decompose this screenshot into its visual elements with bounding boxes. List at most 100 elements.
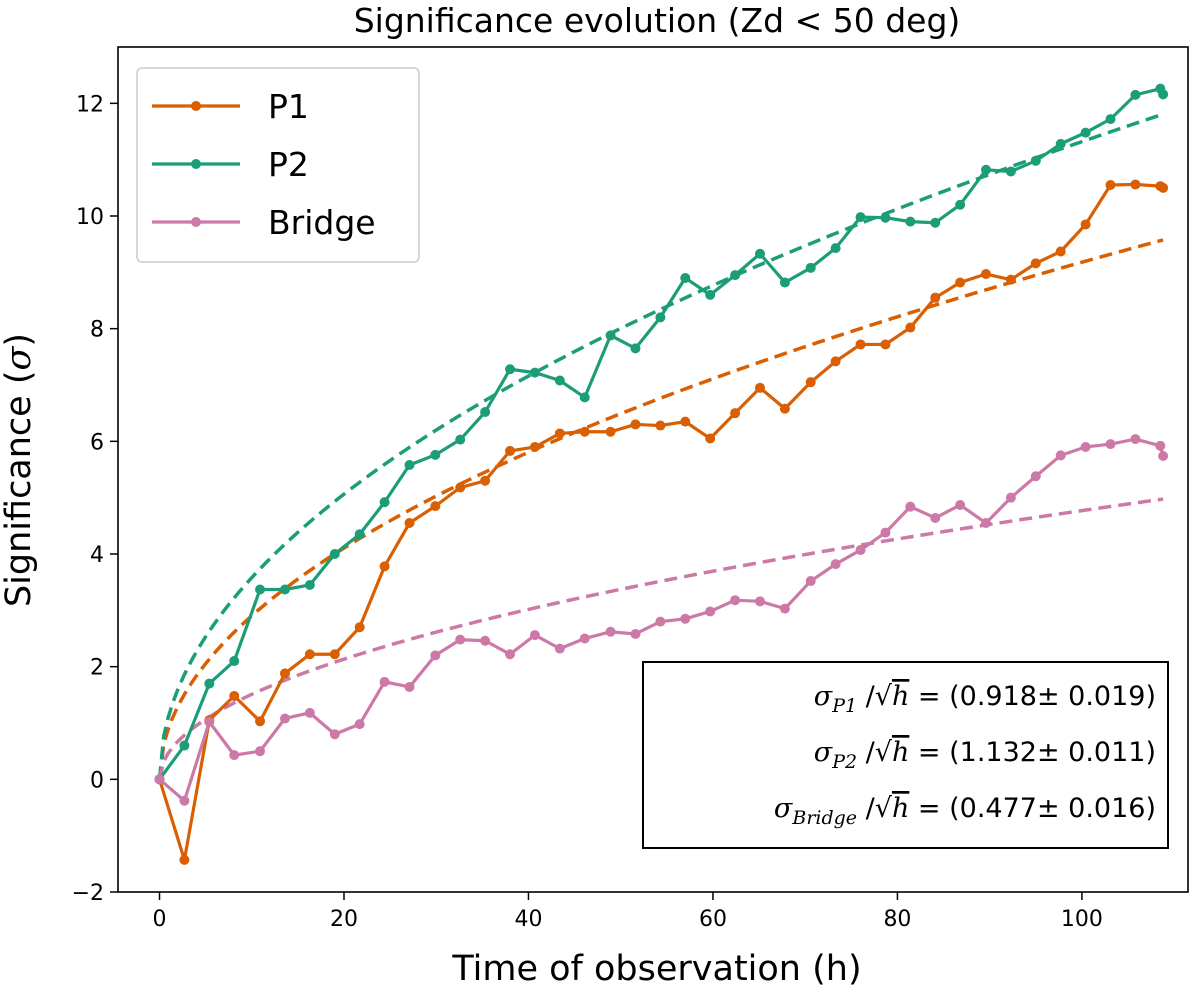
data-point-p1 bbox=[554, 428, 565, 439]
data-point-p2 bbox=[1158, 89, 1169, 100]
y-tick-label: 6 bbox=[90, 430, 104, 455]
data-point-p1 bbox=[680, 416, 691, 427]
data-point-p2 bbox=[404, 459, 415, 470]
data-point-p2 bbox=[455, 434, 466, 445]
legend-marker bbox=[191, 217, 201, 227]
data-point-p1 bbox=[1105, 180, 1116, 191]
data-point-p2 bbox=[329, 549, 340, 559]
data-point-bridge bbox=[279, 713, 290, 724]
fit-stats-box: σP1 /√h = (0.918± 0.019) σP2 /√h = (1.132… bbox=[642, 661, 1169, 849]
data-point-p2 bbox=[830, 243, 841, 254]
data-point-bridge bbox=[655, 616, 666, 627]
data-point-p1 bbox=[930, 292, 941, 303]
data-point-p2 bbox=[980, 164, 991, 175]
data-point-bridge bbox=[204, 716, 215, 727]
data-point-bridge bbox=[529, 630, 540, 641]
data-point-bridge bbox=[805, 576, 816, 587]
y-tick-label: 4 bbox=[90, 543, 104, 568]
data-point-p1 bbox=[705, 433, 716, 444]
data-point-bridge bbox=[905, 501, 916, 512]
x-axis-label: Time of observation (h) bbox=[451, 949, 861, 989]
data-point-p2 bbox=[204, 678, 215, 689]
legend-box bbox=[136, 67, 420, 263]
data-point-p2 bbox=[480, 407, 491, 418]
data-point-bridge bbox=[730, 595, 741, 606]
data-point-bridge bbox=[1155, 440, 1166, 451]
fit-stat-line: σBridge /√h = (0.477± 0.016) bbox=[774, 793, 1156, 829]
fit-stat-line: σP1 /√h = (0.918± 0.019) bbox=[814, 681, 1156, 717]
legend-label: Bridge bbox=[268, 203, 376, 242]
data-point-p2 bbox=[579, 392, 590, 403]
legend-marker bbox=[191, 101, 201, 111]
data-point-p1 bbox=[1130, 179, 1141, 190]
y-tick-label: 2 bbox=[90, 656, 104, 681]
data-point-p1 bbox=[455, 482, 466, 493]
data-point-p2 bbox=[779, 277, 790, 288]
data-point-p2 bbox=[930, 217, 941, 228]
data-point-bridge bbox=[1005, 492, 1016, 503]
data-point-p1 bbox=[279, 668, 290, 679]
data-point-bridge bbox=[830, 559, 841, 570]
data-point-bridge bbox=[705, 606, 716, 617]
x-tick-label: 0 bbox=[153, 907, 167, 932]
data-point-p1 bbox=[880, 339, 891, 350]
data-point-p2 bbox=[855, 212, 866, 223]
data-point-bridge bbox=[505, 649, 516, 660]
data-point-bridge bbox=[1105, 439, 1116, 450]
data-point-p1 bbox=[730, 408, 741, 419]
data-point-p2 bbox=[379, 497, 390, 508]
data-point-p1 bbox=[304, 649, 315, 660]
fit-lines bbox=[157, 112, 1164, 780]
data-point-p2 bbox=[805, 262, 816, 273]
data-point-p2 bbox=[179, 740, 190, 751]
fit-curve-p1 bbox=[157, 238, 1164, 780]
data-point-p1 bbox=[855, 339, 866, 350]
data-point-p1 bbox=[430, 501, 441, 512]
data-point-bridge bbox=[579, 633, 590, 644]
data-point-p2 bbox=[1055, 138, 1066, 149]
data-point-p1 bbox=[779, 403, 790, 414]
x-tick-label: 60 bbox=[699, 907, 727, 932]
fit-curve-bridge bbox=[157, 497, 1164, 780]
data-point-bridge bbox=[779, 603, 790, 614]
data-point-bridge bbox=[329, 729, 340, 740]
x-tick-label: 100 bbox=[1061, 907, 1103, 932]
data-point-p2 bbox=[279, 584, 290, 595]
data-point-bridge bbox=[1158, 450, 1169, 461]
series-bridge bbox=[154, 434, 1169, 806]
data-point-p2 bbox=[905, 216, 916, 227]
data-point-p2 bbox=[955, 199, 966, 210]
data-point-p1 bbox=[354, 622, 365, 633]
data-point-p1 bbox=[830, 356, 841, 367]
data-point-bridge bbox=[1130, 434, 1141, 445]
data-point-p2 bbox=[1130, 89, 1141, 100]
data-point-bridge bbox=[154, 774, 165, 785]
data-point-p1 bbox=[579, 426, 590, 437]
plot-area bbox=[117, 46, 1189, 893]
data-point-bridge bbox=[179, 795, 190, 806]
y-tick-label: 0 bbox=[90, 768, 104, 793]
data-point-p1 bbox=[505, 445, 516, 456]
data-point-p1 bbox=[955, 277, 966, 288]
legend-label: P2 bbox=[268, 145, 309, 184]
data-point-bridge bbox=[680, 613, 691, 624]
data-point-bridge bbox=[955, 499, 966, 510]
y-tick-label: 10 bbox=[76, 205, 104, 230]
data-point-p2 bbox=[505, 364, 516, 375]
data-point-p2 bbox=[529, 367, 540, 378]
data-point-p1 bbox=[480, 475, 491, 486]
data-point-p1 bbox=[1030, 258, 1041, 269]
data-point-p1 bbox=[404, 518, 415, 529]
data-point-p1 bbox=[179, 854, 190, 865]
fit-stat-line: σP2 /√h = (1.132± 0.011) bbox=[814, 737, 1156, 773]
data-point-p2 bbox=[1030, 155, 1041, 166]
data-point-bridge bbox=[404, 681, 415, 692]
data-point-bridge bbox=[379, 676, 390, 687]
data-point-p1 bbox=[379, 561, 390, 572]
data-point-bridge bbox=[455, 634, 466, 645]
data-point-p1 bbox=[329, 649, 340, 660]
data-point-p2 bbox=[705, 289, 716, 300]
data-point-p1 bbox=[1158, 182, 1169, 193]
data-point-p1 bbox=[1005, 274, 1016, 285]
